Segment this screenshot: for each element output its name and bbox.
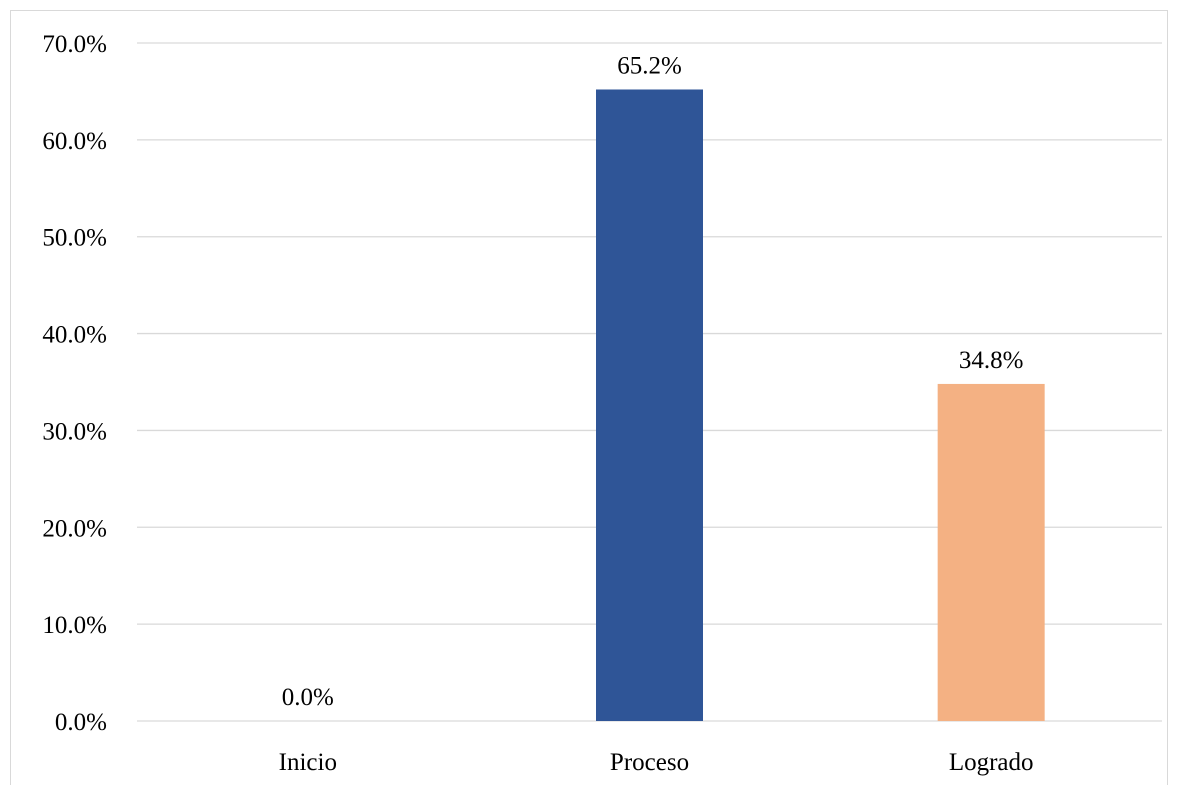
data-label-inicio: 0.0% [282,684,334,711]
bar-logrado [937,383,1045,721]
y-tick-label: 50.0% [42,225,107,252]
y-tick-label: 20.0% [42,515,107,542]
y-tick-label: 70.0% [42,31,107,58]
chart-frame [10,10,1168,785]
y-tick-label: 0.0% [55,709,107,736]
x-axis-tick-labels: Inicio Proceso Logrado [279,749,1034,776]
x-tick-label-logrado: Logrado [949,749,1034,776]
x-tick-label-inicio: Inicio [279,749,337,776]
data-label-logrado: 34.8% [959,347,1024,374]
x-tick-label-proceso: Proceso [610,749,689,776]
bar-proceso [596,89,703,721]
y-tick-label: 40.0% [42,322,107,349]
y-tick-label: 60.0% [42,128,107,155]
y-tick-label: 30.0% [42,418,107,445]
data-label-proceso: 65.2% [617,52,682,79]
data-labels: 0.0% 65.2% 34.8% [282,52,1024,711]
bars [596,89,1045,721]
y-tick-label: 10.0% [42,612,107,639]
y-axis-tick-labels: 0.0% 10.0% 20.0% 30.0% 40.0% 50.0% 60.0% 70.0% [42,31,107,736]
